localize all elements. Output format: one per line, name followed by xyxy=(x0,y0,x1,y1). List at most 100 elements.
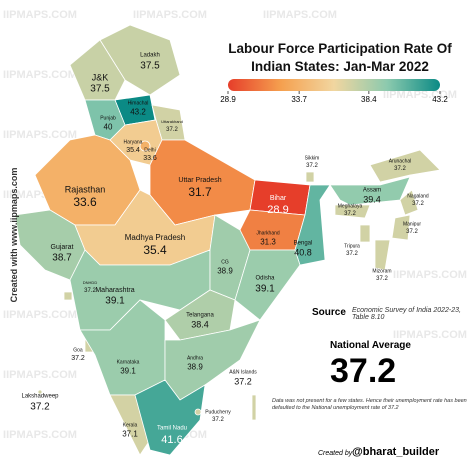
state-value: 37.5 xyxy=(140,61,160,72)
state-value: 31.3 xyxy=(260,237,276,246)
watermark: IIPMAPS.COM xyxy=(263,9,337,21)
state-value: 39.4 xyxy=(363,194,381,204)
state-name: Haryana xyxy=(124,139,143,145)
state-name: Meghalaya xyxy=(338,203,363,209)
state-value: 38.4 xyxy=(191,319,209,329)
state-value: 33.6 xyxy=(143,155,157,162)
state-name: Goa xyxy=(73,347,83,353)
side-credit: Created with www.iipmaps.com xyxy=(9,167,19,303)
national-average-value: 37.2 xyxy=(330,352,397,390)
state-name: Odisha xyxy=(255,276,275,282)
watermark: IIPMAPS.COM xyxy=(3,309,77,321)
watermark: IIPMAPS.COM xyxy=(133,9,207,21)
state-value: 37.2 xyxy=(166,127,178,133)
state-value: 31.7 xyxy=(188,185,212,199)
state-name: Bengal xyxy=(294,241,313,247)
state-value: 35.4 xyxy=(126,147,140,154)
state-region xyxy=(305,171,315,183)
state-name: Tamil Nadu xyxy=(157,426,187,432)
credit-handle: @bharat_builder xyxy=(352,446,440,458)
watermark: IIPMAPS.COM xyxy=(3,369,77,381)
colorbar-tick-label: 33.7 xyxy=(291,95,307,104)
state-value: 37.2 xyxy=(84,288,96,294)
state-region xyxy=(369,149,441,183)
state-name: DNHDD xyxy=(83,280,98,285)
national-average-label: National Average xyxy=(330,340,411,351)
state-name: Uttar Pradesh xyxy=(178,177,221,184)
state-value: 40 xyxy=(104,122,113,131)
state-value: 41.6 xyxy=(161,434,182,446)
state-name: Delhi xyxy=(144,147,155,153)
state-value: 40.8 xyxy=(294,247,312,257)
state-value: 37.2 xyxy=(394,166,406,172)
state-value: 38.9 xyxy=(217,266,233,275)
colorbar-tick-label: 38.4 xyxy=(361,95,377,104)
state-region xyxy=(134,379,206,456)
state-name: Kerala xyxy=(123,422,138,428)
state-value: 38.9 xyxy=(187,362,203,371)
state-value: 37.5 xyxy=(90,84,110,95)
state-name: Nagaland xyxy=(407,193,429,199)
state-name: J&K xyxy=(92,72,109,82)
state-name: Assam xyxy=(363,188,381,194)
state-name: Rajasthan xyxy=(65,184,106,194)
state-value: 37.2 xyxy=(234,376,252,386)
state-region xyxy=(334,204,371,219)
state-name: Maharashtra xyxy=(95,287,134,294)
state-value: 43.2 xyxy=(130,107,146,116)
state-name: Jharkhand xyxy=(256,230,280,236)
watermark: IIPMAPS.COM xyxy=(393,269,467,281)
watermark: IIPMAPS.COM xyxy=(383,89,457,101)
states xyxy=(14,24,441,456)
state-region xyxy=(391,214,411,241)
state-name: Himachal xyxy=(128,100,149,106)
state-value: 38.7 xyxy=(52,253,72,264)
state-value: 28.9 xyxy=(267,204,288,216)
state-value: 39.1 xyxy=(255,284,275,295)
state-name: Arunachal xyxy=(389,158,412,164)
state-name: CG xyxy=(221,259,229,265)
title: Labour Force Participation Rate Of India… xyxy=(228,41,452,74)
state-region xyxy=(374,239,391,271)
state-value: 37.2 xyxy=(376,276,388,282)
state-value: 37.1 xyxy=(122,429,138,438)
state-region xyxy=(69,39,126,101)
colorbar-tick-label: 28.9 xyxy=(220,95,236,104)
footnote: Data was not present for a few states. H… xyxy=(272,398,467,411)
state-name: A&N Islands xyxy=(229,369,257,375)
state-name: Bihar xyxy=(270,195,287,202)
colorbar-tick-label: 43.2 xyxy=(432,95,448,104)
state-region xyxy=(63,291,73,301)
state-value: 39.1 xyxy=(120,366,136,375)
state-region xyxy=(234,249,301,321)
state-name: Tripura xyxy=(344,243,360,249)
state-region xyxy=(359,224,371,243)
state-name: Manipur xyxy=(403,221,421,227)
watermark: IIPMAPS.COM xyxy=(3,129,77,141)
state-value: 37.2 xyxy=(30,402,50,413)
state-name: Punjab xyxy=(100,115,116,121)
colorbar xyxy=(228,79,440,91)
state-value: 37.2 xyxy=(344,211,356,217)
state-region xyxy=(139,140,151,152)
credit-label: Created by xyxy=(318,450,353,457)
state-name: Ladakh xyxy=(140,53,160,59)
state-region xyxy=(399,189,419,216)
state-name: Karnataka xyxy=(117,359,140,365)
state-name: Lakshadweep xyxy=(21,394,59,400)
state-value: 35.4 xyxy=(143,243,167,257)
watermark: IIPMAPS.COM xyxy=(3,429,77,441)
state-name: Sikkim xyxy=(305,155,320,161)
source-label: Source xyxy=(312,307,346,318)
state-name: Mizoram xyxy=(372,268,391,274)
state-region xyxy=(251,394,257,421)
watermark: IIPMAPS.COM xyxy=(3,9,77,21)
state-value: 39.1 xyxy=(105,296,125,307)
state-value: 37.2 xyxy=(71,355,85,362)
state-name: Telangana xyxy=(186,313,214,319)
state-value: 37.2 xyxy=(406,229,418,235)
watermark: IIPMAPS.COM xyxy=(393,329,467,341)
state-region xyxy=(194,408,202,416)
